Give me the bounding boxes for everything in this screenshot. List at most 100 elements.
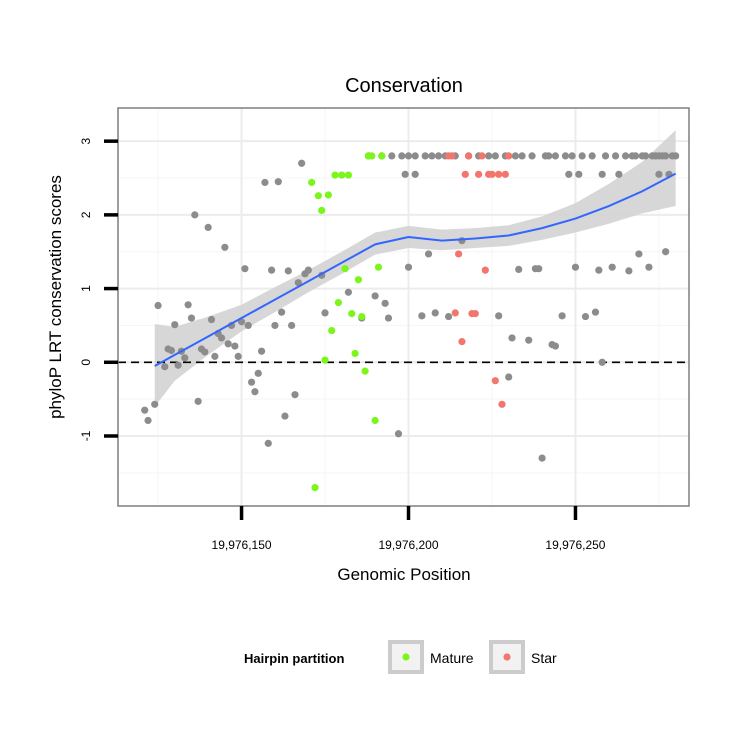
point-other-47 (304, 266, 312, 274)
point-other-56 (384, 314, 393, 322)
legend-swatch-star (503, 653, 511, 661)
legend-key-mature (388, 640, 424, 674)
data-points (141, 152, 680, 492)
point-other-97 (561, 152, 570, 160)
point-other-94 (551, 342, 560, 350)
point-other-53 (371, 292, 379, 300)
point-other-61 (404, 263, 413, 271)
point-other-99 (568, 152, 576, 160)
point-other-17 (204, 223, 212, 231)
point-other-105 (591, 308, 600, 316)
point-other-39 (278, 308, 286, 316)
point-other-59 (398, 152, 406, 160)
point-other-4 (161, 363, 169, 371)
point-mature-1 (311, 483, 319, 492)
y-tick-label-4: 3 (79, 138, 93, 145)
point-star-10 (478, 152, 486, 160)
point-other-49 (321, 309, 329, 317)
point-other-16 (201, 348, 209, 356)
point-mature-5 (324, 191, 332, 199)
point-other-6 (167, 346, 176, 355)
point-other-3 (154, 301, 162, 310)
point-star-13 (488, 170, 496, 178)
point-other-28 (241, 265, 249, 273)
point-other-106 (595, 266, 603, 274)
point-mature-16 (361, 367, 369, 375)
point-other-29 (244, 321, 252, 330)
point-mature-12 (348, 310, 356, 318)
point-mature-8 (334, 298, 342, 307)
point-other-107 (598, 170, 606, 178)
point-other-82 (508, 334, 516, 342)
point-other-123 (655, 170, 663, 178)
point-other-65 (418, 312, 426, 320)
point-other-19 (211, 352, 219, 360)
point-other-25 (231, 342, 239, 350)
point-other-1 (144, 416, 152, 425)
point-other-32 (254, 369, 262, 377)
point-other-114 (625, 267, 633, 275)
point-other-37 (271, 321, 279, 330)
plot-border (117, 107, 690, 507)
point-other-126 (662, 248, 670, 256)
point-other-103 (581, 312, 590, 321)
point-other-43 (291, 391, 299, 399)
point-mature-6 (328, 326, 336, 335)
point-other-36 (268, 266, 276, 274)
point-mature-15 (358, 312, 366, 321)
y-tick-label-2: 1 (79, 285, 93, 292)
point-other-127 (662, 152, 670, 160)
legend-label-mature: Mature (430, 650, 474, 666)
point-other-83 (511, 152, 519, 160)
y-axis-title: phyloP LRT conservation scores (46, 175, 65, 419)
point-other-98 (565, 170, 573, 178)
point-mature-3 (318, 206, 326, 215)
point-star-6 (465, 152, 473, 160)
point-mature-2 (314, 192, 322, 200)
point-other-10 (181, 354, 189, 362)
x-tick-label-1: 19,976,200 (378, 538, 438, 552)
point-other-14 (194, 397, 202, 405)
point-mature-21 (378, 152, 386, 160)
point-mature-0 (308, 178, 316, 187)
point-star-18 (505, 152, 513, 160)
point-other-62 (404, 152, 413, 160)
point-other-78 (491, 152, 499, 160)
point-star-15 (495, 170, 503, 178)
point-star-17 (501, 170, 509, 178)
y-tick-label-1: 0 (79, 359, 93, 366)
point-other-86 (525, 336, 533, 344)
point-mature-9 (338, 171, 346, 179)
point-other-109 (601, 152, 610, 160)
point-star-16 (498, 400, 506, 408)
point-other-69 (431, 309, 439, 317)
point-mature-19 (371, 416, 379, 425)
point-mature-10 (341, 265, 349, 273)
y-tick-label-3: 2 (79, 211, 93, 218)
point-other-26 (234, 352, 242, 360)
point-other-35 (264, 439, 272, 447)
smooth-trend-line (154, 172, 677, 367)
point-other-116 (631, 152, 640, 160)
point-other-119 (641, 152, 650, 160)
point-other-18 (207, 315, 216, 324)
point-other-22 (221, 243, 229, 251)
point-other-31 (251, 388, 259, 396)
point-other-38 (274, 178, 282, 186)
y-tick-label-0: -1 (79, 430, 93, 441)
legend-title: Hairpin partition (244, 651, 344, 666)
point-other-95 (551, 152, 560, 160)
chart-title: Conservation (345, 75, 463, 97)
x-tick-label-2: 19,976,250 (545, 538, 605, 552)
point-other-110 (608, 263, 616, 271)
point-star-5 (461, 170, 469, 178)
x-tick-label-0: 19,976,150 (212, 538, 272, 552)
point-other-113 (621, 152, 630, 160)
point-star-3 (454, 250, 463, 258)
point-mature-20 (374, 263, 383, 271)
point-other-117 (635, 250, 643, 258)
point-other-90 (538, 454, 546, 462)
point-other-12 (187, 314, 196, 322)
point-other-130 (672, 152, 680, 160)
